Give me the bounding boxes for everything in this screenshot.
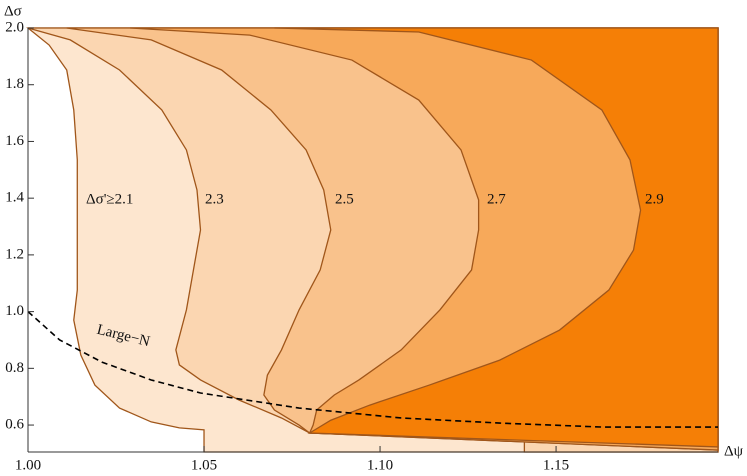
y-tick-label: 2.0 — [5, 19, 24, 35]
x-tick-label: 1.15 — [543, 457, 569, 473]
y-axis-label: Δσ — [4, 3, 22, 19]
x-tick-label: 1.05 — [191, 457, 217, 473]
x-tick-label: 1.10 — [367, 457, 393, 473]
region-label: 2.9 — [645, 191, 664, 207]
large-n-curve — [27, 311, 718, 428]
region-label: 2.7 — [487, 191, 506, 207]
y-tick-label: 1.8 — [5, 76, 24, 92]
y-tick-label: 1.4 — [5, 190, 24, 206]
region-label: 2.5 — [335, 191, 354, 207]
region-label: Δσ'≥2.1 — [86, 191, 133, 207]
y-tick-label: 1.0 — [5, 303, 24, 319]
y-tick-label: 0.6 — [5, 416, 24, 432]
y-tick-label: 1.6 — [5, 133, 24, 149]
x-tick-label: 1.00 — [15, 457, 41, 473]
y-tick-label: 0.8 — [5, 360, 24, 376]
region — [274, 27, 719, 448]
x-axis-label: Δψ — [724, 443, 744, 459]
y-tick-label: 1.2 — [5, 246, 24, 262]
region-label: 2.3 — [205, 191, 224, 207]
